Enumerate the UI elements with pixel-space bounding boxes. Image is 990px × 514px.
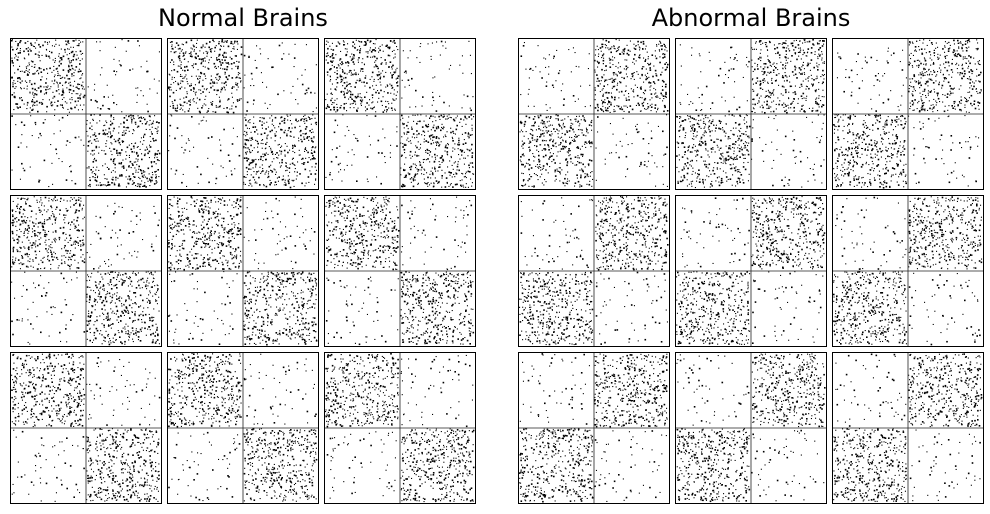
dot-noise: [676, 353, 826, 503]
dot-noise: [833, 353, 983, 502]
tile-plot: [832, 38, 984, 190]
tile-plot: [10, 352, 162, 504]
tile-plot: [832, 352, 984, 504]
brain-tile: [518, 195, 670, 347]
dot-noise: [833, 196, 983, 346]
brain-tile: [10, 195, 162, 347]
brain-tile: [324, 352, 476, 504]
brain-tile: [675, 352, 827, 504]
dot-noise: [11, 353, 161, 502]
brain-tile: [832, 195, 984, 347]
dot-noise: [676, 196, 826, 345]
brain-tile: [832, 352, 984, 504]
dot-noise: [676, 39, 825, 189]
dot-noise: [833, 39, 982, 189]
tile-plot: [518, 352, 670, 504]
tile-plot: [324, 352, 476, 504]
dot-noise: [325, 353, 475, 503]
brain-tile: [324, 195, 476, 347]
dot-noise: [519, 353, 668, 503]
tile-plot: [167, 38, 319, 190]
panel-title-abnormal: Abnormal Brains: [651, 4, 851, 32]
dot-noise: [168, 353, 318, 502]
dot-noise: [168, 39, 318, 189]
tile-plot: [675, 38, 827, 190]
dot-noise: [325, 39, 475, 188]
dot-noise: [11, 39, 161, 188]
brain-tile: [10, 38, 162, 190]
tile-plot: [10, 195, 162, 347]
brain-tile: [10, 352, 162, 504]
dot-noise: [11, 196, 160, 346]
tile-plot: [167, 195, 319, 347]
brain-tile: [167, 38, 319, 190]
brain-tile: [675, 195, 827, 347]
panel-title-normal: Normal Brains: [158, 4, 328, 32]
tile-plot: [10, 38, 162, 190]
tile-plot: [167, 352, 319, 504]
tile-plot: [518, 195, 670, 347]
dot-noise: [168, 196, 318, 346]
tile-plot: [324, 38, 476, 190]
tile-plot: [518, 38, 670, 190]
brain-tile: [167, 352, 319, 504]
dot-noise: [519, 196, 669, 346]
tile-plot: [675, 195, 827, 347]
tile-plot: [832, 195, 984, 347]
brain-tile: [518, 352, 670, 504]
dot-noise: [325, 196, 475, 346]
brain-tile: [324, 38, 476, 190]
dot-noise: [519, 39, 669, 188]
brain-tile: [518, 38, 670, 190]
brain-tile: [832, 38, 984, 190]
brain-tile: [167, 195, 319, 347]
tile-plot: [324, 195, 476, 347]
tile-plot: [675, 352, 827, 504]
brain-tile: [675, 38, 827, 190]
